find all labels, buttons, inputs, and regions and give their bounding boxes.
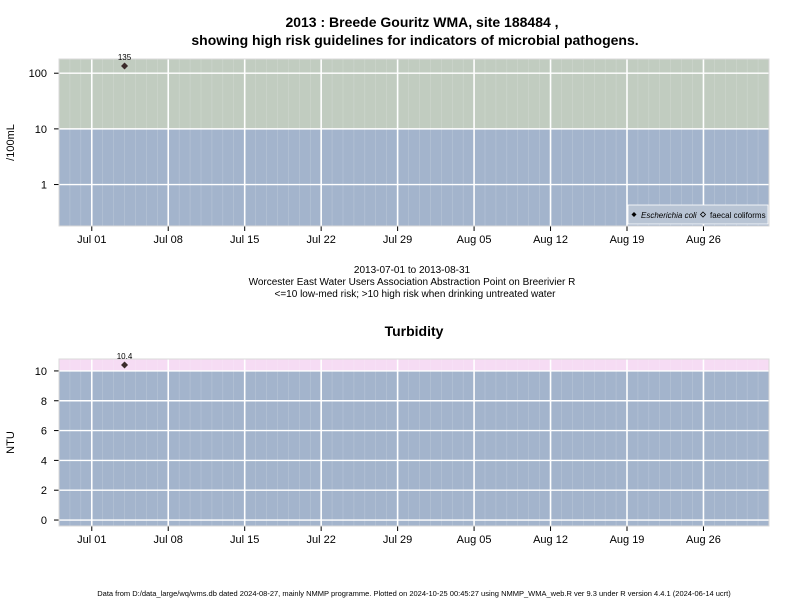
y-axis-label: NTU [5, 431, 17, 454]
microbial-panel: Jul 01 Jul 08 Jul 15 Jul 22 Jul 29 Aug 05 Aug … [5, 53, 770, 246]
data-point [121, 361, 129, 369]
x-tick-label: Aug 19 [610, 234, 645, 246]
y-tick-label: 2 [41, 485, 47, 497]
y-tick-label: 1 [41, 180, 47, 192]
y-tick-label: 4 [41, 455, 47, 467]
x-tick-label: Jul 22 [306, 534, 335, 546]
high-risk-band [59, 359, 769, 371]
x-tick-label: Aug 26 [686, 234, 721, 246]
footer-text: Data from D:/data_large/wq/wms.db dated … [97, 589, 731, 598]
x-tick-label: Aug 05 [457, 234, 492, 246]
legend-box [627, 204, 769, 225]
data-label: 10.4 [117, 352, 133, 361]
x-tick-label: Jul 29 [383, 234, 412, 246]
x-tick-label: Aug 12 [533, 534, 568, 546]
chart-title-line1: 2013 : Breede Gouritz WMA, site 188484 , [285, 14, 558, 30]
legend: Escherichia coli faecal coliforms [627, 204, 769, 225]
plot-frame [58, 358, 770, 527]
legend-marker-faecal [699, 211, 707, 218]
y-axis-label: /100mL [5, 124, 17, 161]
y-tick-label: 10 [35, 366, 47, 378]
y-tick-label: 100 [29, 68, 47, 80]
x-tick-label: Jul 01 [77, 234, 106, 246]
high-risk-band [59, 59, 769, 129]
data-label: 135 [118, 53, 132, 62]
legend-marker-ecoli [631, 212, 637, 217]
x-tick-label: Jul 08 [154, 234, 183, 246]
x-tick-label: Aug 19 [610, 534, 645, 546]
x-tick-label: Aug 05 [457, 534, 492, 546]
turbidity-title: Turbidity [385, 323, 444, 339]
chart-title-line2: showing high risk guidelines for indicat… [191, 32, 638, 48]
y-tick-label: 6 [41, 426, 47, 438]
x-tick-label: Jul 15 [230, 534, 259, 546]
x-tick-label: Jul 29 [383, 534, 412, 546]
plot-frame [58, 58, 770, 227]
x-tick-label: Jul 15 [230, 234, 259, 246]
plot-background [59, 359, 769, 526]
x-tick-label: Aug 26 [686, 534, 721, 546]
x-tick-label: Jul 08 [154, 534, 183, 546]
date-range-text: 2013-07-01 to 2013-08-31 [354, 265, 471, 276]
y-tick-label: 10 [35, 124, 47, 136]
turbidity-panel: Jul 01 Jul 08 Jul 15 Jul 22 Jul 29 Aug 05 Aug … [5, 352, 770, 546]
legend-label-faecal: faecal coliforms [710, 211, 766, 220]
location-text: Worcester East Water Users Association A… [249, 277, 576, 288]
x-tick-label: Jul 01 [77, 534, 106, 546]
legend-label-ecoli: Escherichia coli [641, 211, 697, 220]
y-tick-label: 8 [41, 396, 47, 408]
y-tick-label: 0 [41, 515, 47, 527]
risk-note-text: <=10 low-med risk; >10 high risk when dr… [275, 289, 557, 300]
x-tick-label: Aug 12 [533, 234, 568, 246]
x-tick-label: Jul 22 [306, 234, 335, 246]
data-point [121, 62, 129, 70]
